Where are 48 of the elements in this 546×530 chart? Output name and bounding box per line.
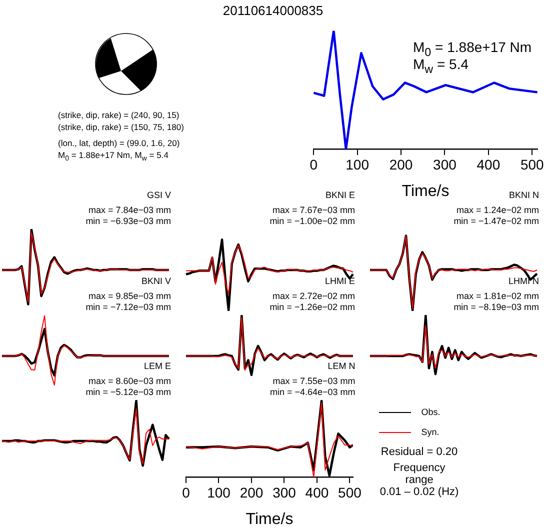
x-tick-label: 500 bbox=[338, 484, 362, 500]
chart-title: LHMI N bbox=[507, 276, 539, 287]
text: min = −4.64e−03 mm bbox=[270, 387, 356, 398]
chart-title: BKNI E bbox=[324, 190, 355, 201]
legend-label: Syn. bbox=[421, 426, 440, 438]
text: min = −5.12e−03 mm bbox=[86, 387, 171, 398]
text: Residual = 0.20 bbox=[380, 446, 459, 458]
chart-title: LEM N bbox=[326, 361, 356, 372]
text: Frequency range 0.01 – 0.02 (Hz) bbox=[379, 462, 460, 498]
x-tick-label: 100 bbox=[207, 484, 231, 500]
chart-title: GSI V bbox=[146, 190, 171, 201]
x-tick-label: 400 bbox=[476, 156, 500, 172]
text: (lon., lat, depth) = (99.0, 1.6, 20) bbox=[58, 138, 180, 148]
x-tick-label: 400 bbox=[305, 484, 329, 500]
x-tick-label: 0 bbox=[182, 484, 190, 500]
annotation: max = 1.81e−02 mm bbox=[455, 291, 539, 302]
annotation: max = 9.85e−03 mm bbox=[87, 291, 171, 302]
text: (strike, dip, rake) = (150, 75, 180) bbox=[58, 122, 184, 132]
x-tick-label: 300 bbox=[272, 484, 296, 500]
chart-title: BKNI V bbox=[140, 276, 171, 287]
text: max = 7.84e−03 mm bbox=[87, 205, 171, 216]
annotation: M$_{w}$ = 5.4 bbox=[413, 56, 469, 78]
annotation: min = −8.19e−03 mm bbox=[454, 302, 539, 313]
x-tick-label: 200 bbox=[389, 156, 413, 172]
annotation: min = −1.26e−02 mm bbox=[270, 302, 355, 313]
x-tick-label: 0 bbox=[310, 156, 318, 172]
text: min = −1.00e−02 mm bbox=[270, 216, 355, 227]
text: max = 7.67e−03 mm bbox=[271, 205, 355, 216]
text: min = −1.47e−02 mm bbox=[454, 216, 539, 227]
x-tick-label: 500 bbox=[520, 156, 544, 172]
text: max = 1.24e−02 mm bbox=[455, 205, 539, 216]
x-tick-label: 200 bbox=[240, 484, 264, 500]
x-tick-label: 300 bbox=[433, 156, 457, 172]
annotation: M$_{0}$ = 1.88e+17 Nm bbox=[413, 39, 532, 59]
chart-title: BKNI N bbox=[508, 190, 539, 201]
text: max = 7.55e−03 mm bbox=[272, 376, 356, 387]
annotation: max = 2.72e−02 mm bbox=[271, 291, 355, 302]
text: (strike, dip, rake) = (240, 90, 15) bbox=[58, 110, 180, 120]
x-axis-title: Time/s bbox=[246, 510, 294, 528]
text: 20110614000835 bbox=[222, 3, 324, 18]
annotation: max = 8.60e−03 mm bbox=[87, 376, 171, 387]
text: min = −6.93e−03 mm bbox=[86, 216, 171, 227]
legend-label: Obs. bbox=[421, 406, 440, 418]
text: M$_{0}$ = 1.88e+17 Nm, M$_{w}$ = 5.4 bbox=[58, 150, 168, 163]
chart-title: LEM E bbox=[142, 361, 171, 372]
x-tick-label: 100 bbox=[346, 156, 370, 172]
annotation: min = −7.12e−03 mm bbox=[86, 302, 171, 313]
x-axis-title: Time/s bbox=[402, 182, 450, 200]
